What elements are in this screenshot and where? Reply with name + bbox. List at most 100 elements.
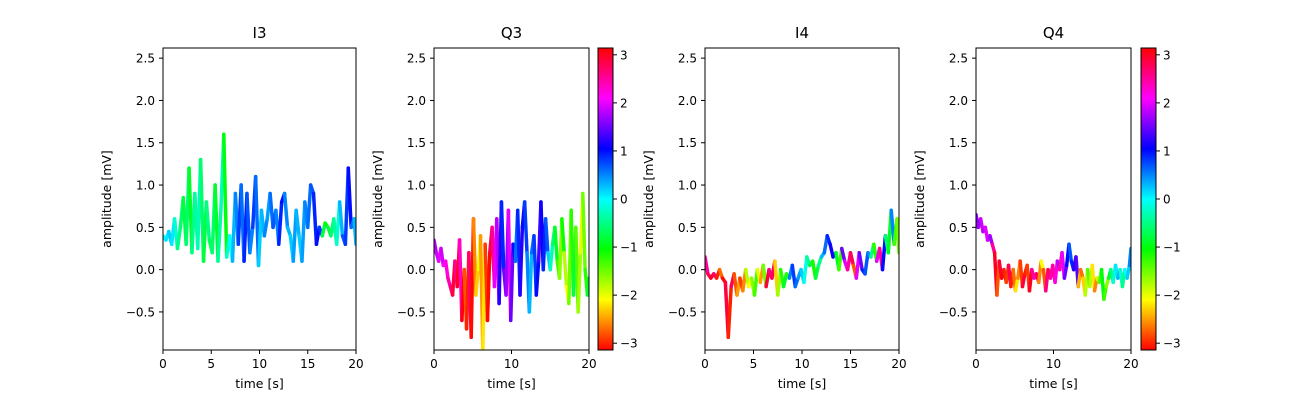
x-axis-label: time [s] [235, 376, 283, 391]
colorbar-tick-label: 0 [620, 193, 628, 207]
x-tick-label: 10 [252, 357, 267, 371]
colorbar-tick-label: −1 [1163, 241, 1181, 255]
y-tick-label: −0.5 [397, 305, 426, 319]
y-tick-label: 1.5 [949, 136, 968, 150]
colorbar-tick-label: 2 [1163, 96, 1171, 110]
line-segment [1067, 242, 1074, 263]
line-segment [848, 250, 856, 268]
line-segment [337, 200, 345, 238]
x-tick-label: 20 [581, 357, 596, 371]
y-tick-label: 0.0 [949, 263, 968, 277]
y-axis-label: amplitude [mV] [99, 150, 114, 248]
line-segment [576, 250, 583, 314]
x-tick-label: 0 [430, 357, 438, 371]
line-segment [840, 246, 847, 263]
y-tick-label: 2.5 [136, 52, 155, 66]
line-segment [346, 166, 353, 230]
line-segment [863, 250, 870, 276]
y-tick-label: 1.5 [678, 136, 697, 150]
subplot-q4: 0 10 20 −0.5 0.0 0.5 1.0 1.5 2.0 2.5 Q4 time [s] amp… [912, 24, 1181, 391]
line-segment [560, 217, 566, 255]
x-tick-label: 0 [159, 357, 167, 371]
line-segment [522, 200, 529, 255]
line-segment [204, 200, 212, 242]
y-tick-label: 2.0 [949, 94, 968, 108]
x-tick-label: 15 [843, 357, 858, 371]
line-segment [518, 225, 525, 297]
y-tick-label: 1.0 [949, 179, 968, 193]
y-tick-label: 0.5 [407, 221, 426, 235]
x-tick-label: 20 [891, 357, 906, 371]
y-tick-label: 1.0 [678, 179, 697, 193]
colorbar-tick-label: −1 [620, 241, 638, 255]
line-segment [443, 259, 450, 280]
y-tick-label: 0.5 [136, 221, 155, 235]
line-segment [562, 250, 569, 289]
x-tick-label: 0 [972, 357, 980, 371]
colorbar-tick-label: −3 [1163, 337, 1181, 351]
x-tick-label: 10 [504, 357, 519, 371]
y-tick-label: 1.5 [136, 136, 155, 150]
x-tick-label: 5 [207, 357, 215, 371]
line-segment [282, 191, 290, 230]
line-segment [508, 242, 515, 323]
y-tick-label: 0.5 [678, 221, 697, 235]
y-axis-label: amplitude [mV] [370, 150, 385, 248]
line-segment [548, 242, 555, 272]
line-segment [294, 208, 301, 238]
y-tick-label: 1.0 [136, 179, 155, 193]
x-tick-label: 10 [1046, 357, 1061, 371]
line-segment [474, 267, 480, 297]
colorbar-tick-label: −2 [1163, 289, 1181, 303]
line-segment [485, 250, 492, 323]
line-segment [216, 208, 223, 263]
colorbar-tick-label: 2 [620, 96, 628, 110]
y-tick-label: −0.5 [126, 305, 155, 319]
y-tick-label: 1.0 [407, 179, 426, 193]
colorbar-gradient [598, 48, 613, 350]
x-axis-label: time [s] [1029, 376, 1077, 391]
colorbar: 3 2 1 0 −1 −2 −3 [597, 47, 638, 351]
chart-title: Q4 [1043, 24, 1064, 42]
subplot-i3: 0 5 10 15 20 −0.5 0.0 0.5 1.0 1.5 2.0 2.5 I3 time [s]… [99, 24, 364, 391]
y-tick-label: −0.5 [939, 305, 968, 319]
line-segment [277, 200, 284, 247]
colorbar-tick-label: −2 [620, 289, 638, 303]
y-tick-label: −0.5 [668, 305, 697, 319]
x-tick-label: 15 [300, 357, 315, 371]
line-segment [248, 225, 255, 255]
line-segment [175, 225, 183, 251]
chart-title: Q3 [501, 24, 522, 42]
x-axis-label: time [s] [778, 376, 826, 391]
y-tick-label: 2.0 [678, 94, 697, 108]
colorbar-tick-label: 1 [1163, 144, 1171, 158]
x-tick-label: 10 [794, 357, 809, 371]
line-segment [581, 191, 587, 272]
line-segment [813, 263, 821, 280]
y-tick-label: 2.5 [407, 52, 426, 66]
line-segment [499, 200, 506, 272]
colorbar-tick-label: 1 [620, 144, 628, 158]
x-tick-label: 20 [1123, 357, 1138, 371]
colorbar-tick-label: 3 [620, 48, 628, 62]
line-segment [1062, 263, 1069, 280]
series-line [434, 191, 589, 350]
line-segment [306, 183, 313, 230]
y-axis-label: amplitude [mV] [912, 150, 927, 248]
line-segment [857, 250, 864, 272]
line-segment [1020, 272, 1027, 289]
x-tick-label: 20 [348, 357, 363, 371]
y-tick-label: 2.5 [949, 52, 968, 66]
line-segment [311, 191, 319, 247]
y-tick-label: 0.5 [949, 221, 968, 235]
colorbar: 3 2 1 0 −1 −2 −3 [1140, 47, 1181, 351]
y-tick-label: 0.0 [407, 263, 426, 277]
y-tick-label: 2.0 [136, 94, 155, 108]
y-tick-label: 0.0 [678, 263, 697, 277]
y-tick-label: 2.0 [407, 94, 426, 108]
y-tick-label: 2.5 [678, 52, 697, 66]
series-line [163, 132, 356, 268]
line-segment [527, 250, 534, 314]
line-segment [553, 225, 559, 263]
y-tick-label: 1.5 [407, 136, 426, 150]
